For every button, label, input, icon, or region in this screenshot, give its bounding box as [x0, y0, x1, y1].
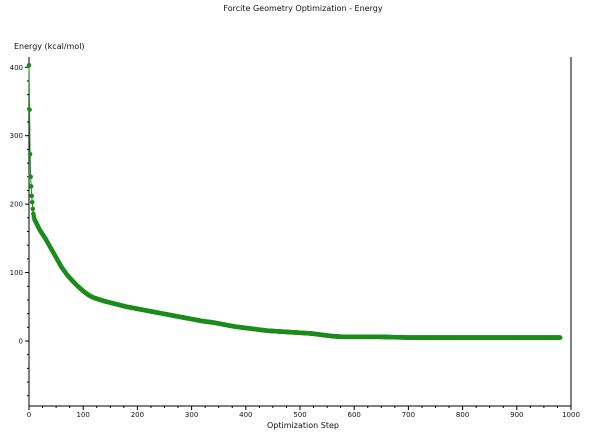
data-point	[29, 199, 35, 205]
x-tick-label: 200	[131, 411, 144, 419]
x-tick-label: 500	[293, 411, 306, 419]
x-axis-title: Optimization Step	[267, 421, 339, 430]
data-point	[26, 62, 32, 68]
x-tick-label: 400	[239, 411, 252, 419]
data-series	[26, 62, 563, 340]
y-tick-label: 200	[10, 201, 23, 209]
data-point	[30, 206, 36, 212]
x-tick-label: 900	[510, 411, 523, 419]
data-point	[557, 335, 562, 340]
chart-title: Forcite Geometry Optimization - Energy	[223, 4, 383, 13]
data-point	[28, 174, 33, 180]
x-tick-label: 800	[456, 411, 469, 419]
x-tick-label: 300	[185, 411, 198, 419]
data-point	[31, 214, 37, 219]
axes	[28, 57, 572, 407]
energy-line	[28, 65, 561, 339]
y-tick-label: 0	[19, 337, 23, 345]
y-tick-label: 300	[10, 132, 23, 140]
data-point	[29, 193, 35, 199]
x-tick-label: 1000	[562, 411, 580, 419]
y-tick-label: 100	[10, 269, 23, 277]
data-point	[27, 107, 32, 112]
y-tick-label: 400	[10, 64, 23, 72]
x-tick-label: 700	[402, 411, 415, 419]
data-point	[27, 151, 33, 157]
data-point	[28, 184, 34, 189]
axis-ticks: 0 100 200 300 400 500 600 700 800 900 1000 0 100 200 3…	[10, 64, 580, 419]
x-tick-label: 100	[77, 411, 90, 419]
x-tick-label: 600	[348, 411, 361, 419]
y-axis-title: Energy (kcal/mol)	[14, 42, 85, 51]
x-tick-label: 0	[27, 411, 31, 419]
